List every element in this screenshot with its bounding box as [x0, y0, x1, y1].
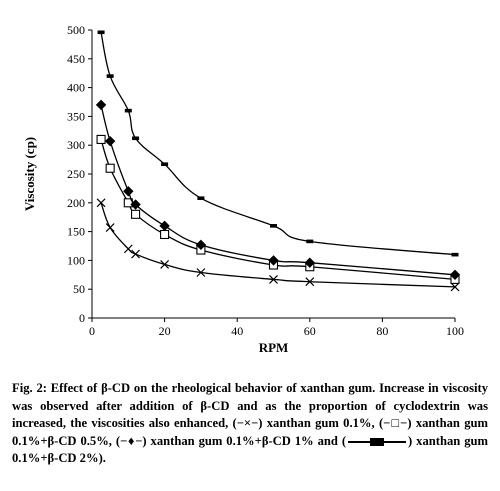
data-point-diamond	[95, 99, 107, 111]
x-tick-label: 60	[304, 324, 316, 338]
data-point-bar	[97, 30, 105, 35]
data-point-diamond	[130, 199, 141, 210]
data-point-square	[96, 134, 106, 144]
caption-legend-4-open: (	[341, 433, 347, 448]
data-point-bar	[270, 224, 277, 228]
y-tick-label: 0	[79, 311, 85, 325]
y-tick-label: 100	[67, 253, 85, 267]
y-tick-label: 300	[67, 138, 85, 152]
y-tick-label: 400	[67, 81, 85, 95]
data-point-x	[269, 274, 278, 284]
x-tick-label: 40	[231, 324, 243, 338]
series-line-diamond	[100, 104, 456, 276]
data-point-diamond	[123, 186, 134, 197]
figure-caption: Fig. 2: Effect of β-CD on the rheologica…	[12, 380, 488, 468]
y-tick-label: 200	[67, 196, 85, 210]
caption-legend-3: (−♦−) xanthan gum 0.1%+β-CD 1% and	[115, 433, 338, 448]
data-point-x	[450, 282, 460, 292]
y-axis-title: Viscosity (cp)	[22, 137, 37, 211]
data-point-bar	[197, 196, 205, 200]
caption-legend-2: (−□−) xanthan gum 0.1%+β-CD 0.5%,	[12, 416, 488, 448]
data-point-x	[123, 244, 133, 254]
x-tick-label: 0	[89, 324, 95, 338]
y-tick-label: 500	[67, 23, 85, 37]
data-point-x	[131, 249, 140, 259]
caption-title: Fig. 2: Effect of β-CD on the rheologica…	[12, 381, 376, 395]
x-axis-title: RPM	[259, 340, 289, 355]
data-point-x	[160, 260, 170, 269]
series-line-bar	[100, 32, 456, 256]
data-point-bar	[306, 239, 314, 244]
y-tick-label: 250	[67, 167, 85, 181]
caption-legend-4-close: ) xanthan gum 0.1%+β-CD 2%).	[12, 433, 488, 466]
series-line-square	[100, 139, 456, 281]
data-point-square	[131, 209, 141, 219]
data-point-bar	[161, 162, 169, 167]
data-point-diamond	[304, 257, 316, 268]
data-point-diamond	[159, 220, 170, 232]
y-tick-label: 150	[67, 225, 85, 239]
legend-swatch-bar	[348, 437, 407, 446]
data-point-x	[96, 198, 106, 208]
y-tick-label: 50	[73, 282, 85, 296]
data-point-diamond	[449, 269, 461, 281]
data-point-bar	[451, 252, 459, 257]
data-point-bar	[124, 108, 132, 113]
data-point-x	[196, 268, 206, 277]
data-point-bar	[106, 74, 114, 78]
y-tick-label: 350	[67, 109, 85, 123]
data-point-bar	[132, 136, 140, 141]
data-point-x	[105, 223, 115, 232]
data-point-diamond	[195, 239, 207, 251]
caption-legend-1: (−×−) xanthan gum 0.1%,	[232, 416, 375, 430]
x-tick-label: 100	[446, 324, 464, 338]
data-point-x	[305, 277, 315, 287]
data-point-diamond	[104, 135, 116, 147]
viscosity-line-chart: 0 50 100 150 200 250 300 350 400 450 500 0 20 40 60 80 1…	[22, 23, 464, 355]
data-point-diamond	[268, 255, 279, 266]
y-tick-label: 450	[67, 52, 85, 66]
data-point-square	[105, 163, 115, 173]
caption-body: Increase in viscosity was observed after…	[12, 381, 488, 430]
x-tick-label: 80	[376, 324, 388, 338]
data-point-square	[160, 229, 170, 240]
x-tick-label: 20	[159, 324, 171, 338]
